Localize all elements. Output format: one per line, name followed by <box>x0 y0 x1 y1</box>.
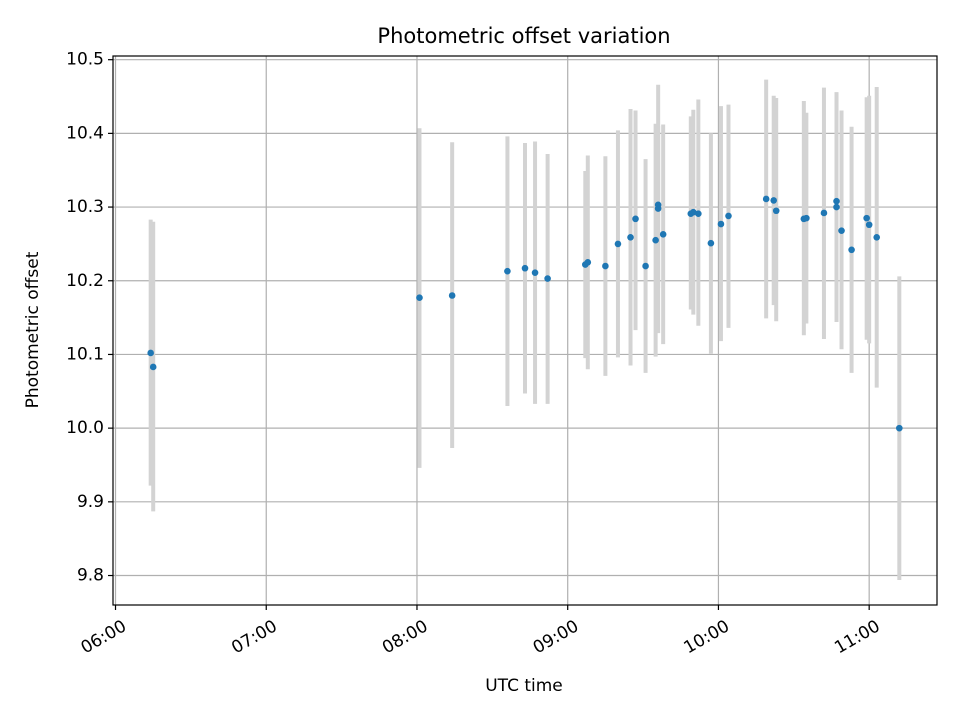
data-point <box>544 275 551 282</box>
data-point <box>838 227 845 234</box>
data-point <box>632 215 639 223</box>
data-point <box>654 201 662 209</box>
data-point <box>863 214 870 222</box>
data-point <box>896 424 903 432</box>
y-tick-label: 10.4 <box>66 123 104 143</box>
data-point <box>521 264 529 272</box>
data-point <box>147 349 154 357</box>
y-tick-label: 10.2 <box>66 271 104 291</box>
data-point <box>690 208 697 216</box>
data-point <box>652 236 659 244</box>
data-point <box>873 233 881 241</box>
data-point <box>627 233 634 241</box>
data-point <box>584 259 592 266</box>
data-point <box>695 210 702 217</box>
data-point <box>848 246 855 254</box>
data-point <box>416 294 423 302</box>
data-point <box>659 231 667 238</box>
data-point <box>803 214 810 222</box>
data-point <box>772 207 780 215</box>
data-point <box>865 221 873 229</box>
data-point <box>642 262 649 270</box>
data-point <box>770 197 778 204</box>
data-point <box>149 363 157 371</box>
data-point <box>820 209 828 217</box>
y-tick-label: 10.3 <box>66 197 104 217</box>
y-tick-label: 9.8 <box>77 566 104 586</box>
data-point <box>833 203 840 211</box>
y-tick-label: 10.5 <box>66 50 104 70</box>
data-point <box>504 267 511 275</box>
data-point <box>448 292 456 299</box>
y-tick-label: 9.9 <box>77 492 104 512</box>
data-points <box>147 195 903 432</box>
data-point <box>762 195 770 203</box>
data-point <box>614 240 622 248</box>
data-point <box>531 269 539 276</box>
data-point <box>725 212 732 220</box>
data-point <box>717 220 725 228</box>
data-point <box>707 239 715 247</box>
y-axis-label: Photometric offset <box>23 251 43 408</box>
plot-frame <box>112 55 938 606</box>
x-axis-label: UTC time <box>485 676 563 696</box>
data-point <box>833 197 840 205</box>
chart-title: Photometric offset variation <box>377 24 670 48</box>
data-point <box>602 262 609 270</box>
y-axis-ticks: 9.8 9.9 10.0 10.1 10.2 10.3 10.4 10.5 <box>66 50 113 586</box>
y-tick-label: 10.1 <box>66 344 104 364</box>
y-tick-label: 10.0 <box>66 418 104 438</box>
